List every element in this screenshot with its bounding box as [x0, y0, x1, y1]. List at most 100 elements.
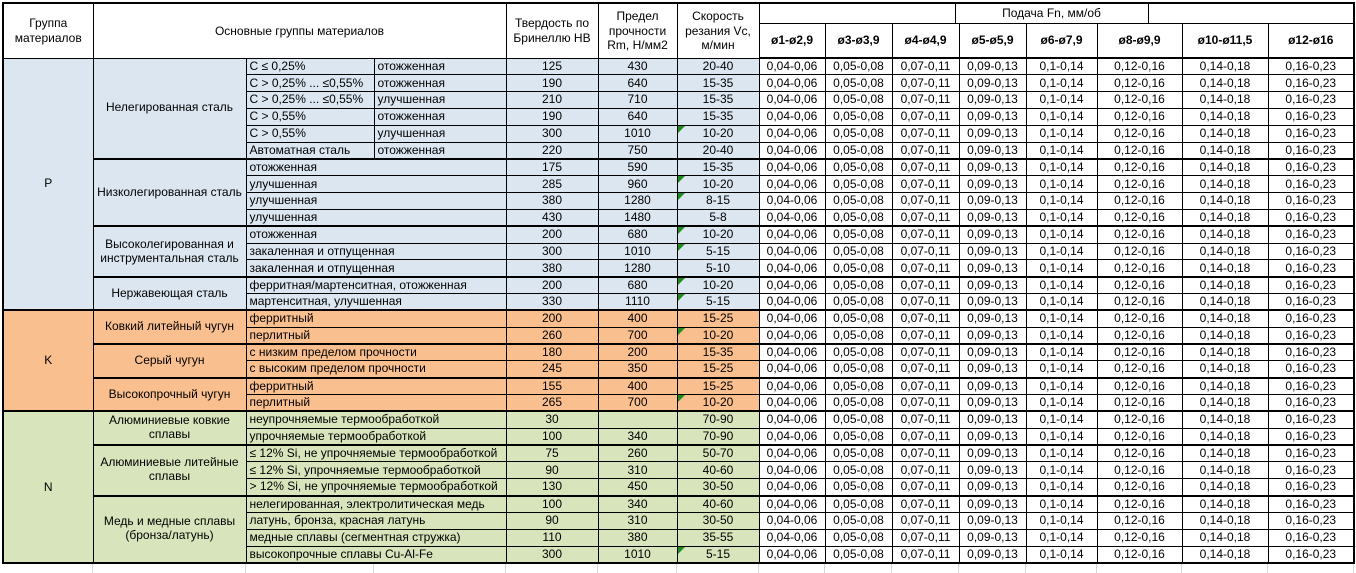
- vc-cell[interactable]: 50-70: [676, 444, 760, 463]
- vc-cell[interactable]: 15-25: [676, 360, 760, 379]
- spec-cell[interactable]: ферритная/мартенситная, отожженная: [245, 276, 507, 295]
- feed-cell[interactable]: 0,12-0,16: [1096, 242, 1183, 261]
- hb-cell[interactable]: 330: [505, 293, 599, 312]
- feed-cell[interactable]: 0,1-0,14: [1025, 511, 1098, 530]
- feed-cell[interactable]: 0,16-0,23: [1267, 192, 1355, 210]
- feed-cell[interactable]: 0,1-0,14: [1025, 57, 1098, 76]
- spec-cell[interactable]: улучшенная: [373, 91, 507, 109]
- feed-cell[interactable]: 0,1-0,14: [1025, 444, 1098, 463]
- feed-cell[interactable]: 0,09-0,13: [958, 343, 1027, 362]
- feed-cell[interactable]: 0,16-0,23: [1267, 74, 1355, 93]
- material-group-cell[interactable]: Нержавеющая сталь: [92, 276, 247, 312]
- feed-cell[interactable]: 0,07-0,11: [891, 410, 960, 429]
- spec-cell[interactable]: отожженная: [373, 141, 507, 160]
- feed-cell[interactable]: 0,16-0,23: [1267, 141, 1355, 160]
- feed-cell[interactable]: 0,14-0,18: [1181, 545, 1269, 564]
- feed-cell[interactable]: 0,14-0,18: [1181, 192, 1269, 210]
- header-feed-col-5[interactable]: ø6-ø7,9: [1025, 22, 1098, 59]
- feed-cell[interactable]: 0,04-0,06: [758, 242, 826, 261]
- feed-cell[interactable]: 0,05-0,08: [824, 511, 893, 530]
- rm-cell[interactable]: 340: [597, 495, 678, 513]
- feed-cell[interactable]: 0,14-0,18: [1181, 511, 1269, 530]
- feed-cell[interactable]: 0,05-0,08: [824, 175, 893, 194]
- feed-cell[interactable]: 0,16-0,23: [1267, 225, 1355, 244]
- feed-cell[interactable]: 0,07-0,11: [891, 377, 960, 396]
- feed-cell[interactable]: 0,07-0,11: [891, 444, 960, 463]
- feed-cell[interactable]: 0,07-0,11: [891, 158, 960, 177]
- vc-cell[interactable]: 5-15: [676, 545, 760, 564]
- feed-cell[interactable]: 0,07-0,11: [891, 74, 960, 93]
- rm-cell[interactable]: 640: [597, 107, 678, 126]
- spec-cell[interactable]: перлитный: [245, 326, 507, 346]
- feed-cell[interactable]: 0,12-0,16: [1096, 124, 1183, 143]
- feed-cell[interactable]: 0,09-0,13: [958, 107, 1027, 126]
- vc-cell[interactable]: 10-20: [676, 124, 760, 143]
- feed-cell[interactable]: 0,04-0,06: [758, 478, 826, 497]
- feed-cell[interactable]: 0,05-0,08: [824, 309, 893, 328]
- feed-cell[interactable]: 0,09-0,13: [958, 410, 1027, 429]
- feed-cell[interactable]: 0,05-0,08: [824, 545, 893, 564]
- feed-cell[interactable]: 0,16-0,23: [1267, 57, 1355, 76]
- feed-cell[interactable]: 0,12-0,16: [1096, 293, 1183, 312]
- feed-cell[interactable]: 0,09-0,13: [958, 461, 1027, 480]
- feed-cell[interactable]: 0,1-0,14: [1025, 124, 1098, 143]
- rm-cell[interactable]: 340: [597, 427, 678, 447]
- hb-cell[interactable]: 210: [505, 91, 599, 109]
- feed-cell[interactable]: 0,04-0,06: [758, 293, 826, 312]
- spec-cell[interactable]: мартенситная, улучшенная: [245, 293, 507, 312]
- rm-cell[interactable]: 1010: [597, 545, 678, 564]
- feed-cell[interactable]: 0,12-0,16: [1096, 259, 1183, 278]
- feed-cell[interactable]: 0,1-0,14: [1025, 410, 1098, 429]
- spec-cell[interactable]: ≤ 12% Si, не упрочняемые термообработкой: [245, 444, 507, 463]
- feed-cell[interactable]: 0,05-0,08: [824, 141, 893, 160]
- feed-cell[interactable]: 0,12-0,16: [1096, 141, 1183, 160]
- feed-cell[interactable]: 0,14-0,18: [1181, 276, 1269, 295]
- feed-cell[interactable]: 0,05-0,08: [824, 74, 893, 93]
- hb-cell[interactable]: 90: [505, 511, 599, 530]
- feed-cell[interactable]: 0,04-0,06: [758, 343, 826, 362]
- feed-cell[interactable]: 0,09-0,13: [958, 478, 1027, 497]
- feed-cell[interactable]: 0,14-0,18: [1181, 478, 1269, 497]
- feed-cell[interactable]: 0,16-0,23: [1267, 528, 1355, 547]
- feed-cell[interactable]: 0,1-0,14: [1025, 293, 1098, 312]
- header-feed-col-3[interactable]: ø4-ø4,9: [891, 22, 960, 59]
- feed-cell[interactable]: 0,09-0,13: [958, 511, 1027, 530]
- rm-cell[interactable]: 310: [597, 461, 678, 480]
- spec-cell[interactable]: C > 0,25% ... ≤0,55%: [245, 91, 375, 109]
- spec-cell[interactable]: перлитный: [245, 394, 507, 413]
- feed-cell[interactable]: 0,16-0,23: [1267, 259, 1355, 278]
- feed-cell[interactable]: 0,1-0,14: [1025, 74, 1098, 93]
- material-group-cell[interactable]: Высоколегированная и инструментальная ст…: [92, 225, 247, 278]
- rm-cell[interactable]: 1280: [597, 259, 678, 278]
- feed-cell[interactable]: 0,14-0,18: [1181, 343, 1269, 362]
- feed-cell[interactable]: 0,04-0,06: [758, 410, 826, 429]
- vc-cell[interactable]: 10-20: [676, 394, 760, 413]
- feed-cell[interactable]: 0,14-0,18: [1181, 461, 1269, 480]
- feed-cell[interactable]: 0,04-0,06: [758, 511, 826, 530]
- header-feed-col-4[interactable]: ø5-ø5,9: [958, 22, 1027, 59]
- hb-cell[interactable]: 100: [505, 495, 599, 513]
- feed-cell[interactable]: 0,14-0,18: [1181, 495, 1269, 513]
- rm-cell[interactable]: 590: [597, 158, 678, 177]
- feed-cell[interactable]: 0,09-0,13: [958, 309, 1027, 328]
- feed-cell[interactable]: 0,1-0,14: [1025, 478, 1098, 497]
- feed-cell[interactable]: 0,09-0,13: [958, 208, 1027, 228]
- vc-cell[interactable]: 30-50: [676, 511, 760, 530]
- material-group-cell[interactable]: Серый чугун: [92, 343, 247, 379]
- spec-cell[interactable]: C > 0,25% ... ≤0,55%: [245, 74, 375, 93]
- hb-cell[interactable]: 380: [505, 192, 599, 210]
- spec-cell[interactable]: отожженная: [373, 74, 507, 93]
- spec-cell[interactable]: улучшенная: [245, 175, 507, 194]
- feed-cell[interactable]: 0,14-0,18: [1181, 360, 1269, 379]
- feed-cell[interactable]: 0,12-0,16: [1096, 410, 1183, 429]
- hb-cell[interactable]: 300: [505, 545, 599, 564]
- feed-cell[interactable]: 0,07-0,11: [891, 276, 960, 295]
- feed-cell[interactable]: 0,04-0,06: [758, 141, 826, 160]
- feed-cell[interactable]: 0,16-0,23: [1267, 91, 1355, 109]
- vc-cell[interactable]: 10-20: [676, 326, 760, 346]
- feed-cell[interactable]: 0,16-0,23: [1267, 394, 1355, 413]
- rm-cell[interactable]: 710: [597, 91, 678, 109]
- feed-cell[interactable]: 0,1-0,14: [1025, 175, 1098, 194]
- feed-cell[interactable]: 0,1-0,14: [1025, 461, 1098, 480]
- feed-cell[interactable]: 0,1-0,14: [1025, 225, 1098, 244]
